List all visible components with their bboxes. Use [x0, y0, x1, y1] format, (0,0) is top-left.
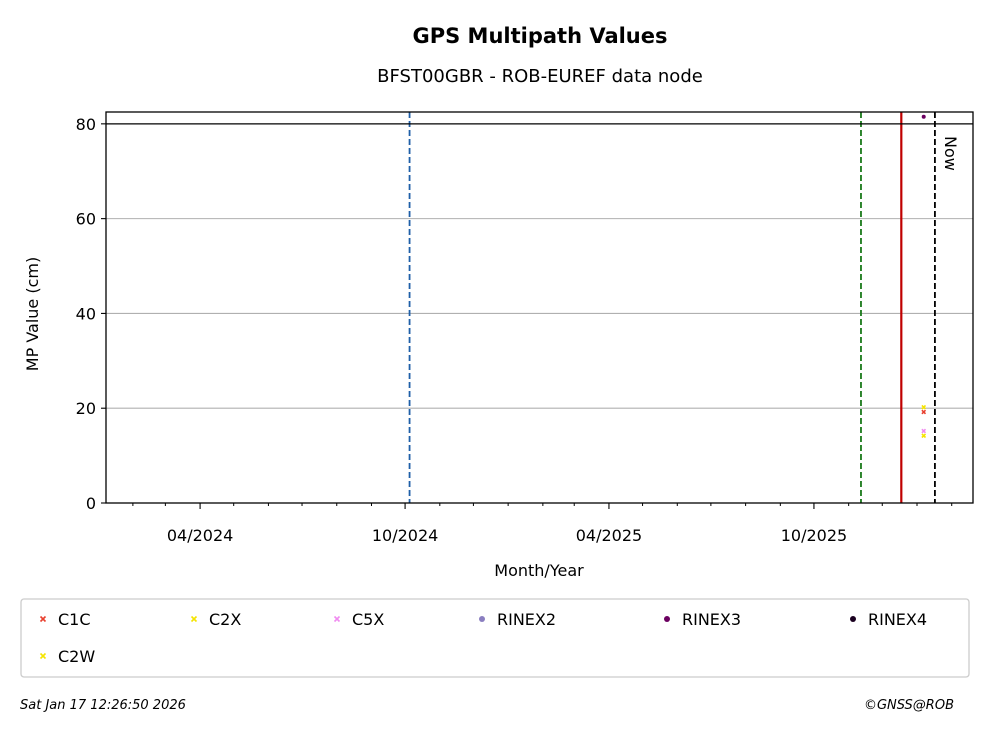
data-point-c1c-stroke	[921, 409, 927, 415]
legend-marker	[333, 615, 341, 623]
x-tick-label: 04/2024	[167, 526, 233, 545]
y-axis-ticks: 0 20 40 60 80	[76, 115, 106, 513]
legend-marker-stroke	[333, 615, 341, 623]
y-tick-label: 40	[76, 304, 96, 323]
legend-marker	[190, 615, 198, 623]
x-tick-label: 04/2025	[576, 526, 642, 545]
legend-item-rinex3: RINEX3	[664, 610, 741, 629]
legend: C1C C2X C5X RINEX2 RINEX3 RINEX4 C2W	[39, 610, 927, 666]
legend-item-c1c: C1C	[39, 610, 91, 629]
y-tick-label: 20	[76, 399, 96, 418]
legend-marker-stroke	[39, 652, 47, 660]
grid-lines	[106, 218, 973, 504]
y-axis-label: MP Value (cm)	[23, 257, 42, 371]
legend-marker	[39, 652, 47, 660]
legend-label: RINEX4	[868, 610, 927, 629]
legend-label: C2X	[209, 610, 241, 629]
legend-marker-stroke	[39, 615, 47, 623]
x-axis-ticks: 04/2024 10/2024 04/2025 10/2025	[167, 503, 847, 545]
x-tick-label: 10/2024	[372, 526, 438, 545]
x-tick-label: 10/2025	[781, 526, 847, 545]
legend-marker	[479, 616, 485, 622]
data-point-c2w	[921, 433, 927, 439]
chart-subtitle: BFST00GBR - ROB-EUREF data node	[377, 66, 703, 87]
data-point-rinex3	[921, 114, 926, 119]
data-point-c2x	[921, 404, 927, 410]
legend-label: C1C	[58, 610, 91, 629]
now-label: Now	[941, 136, 960, 171]
data-point-c1c	[921, 409, 927, 415]
y-tick-label: 60	[76, 210, 96, 229]
footer-credit: ©GNSS@ROB	[864, 698, 954, 713]
legend-item-c2x: C2X	[190, 610, 241, 629]
legend-label: C5X	[352, 610, 384, 629]
data-point-c2w-stroke	[921, 433, 927, 439]
legend-box	[20, 598, 970, 678]
x-axis-label: Month/Year	[494, 561, 584, 580]
legend-item-rinex4: RINEX4	[850, 610, 927, 629]
data-points	[921, 114, 927, 439]
legend-marker	[39, 615, 47, 623]
data-point-c2x-stroke	[921, 404, 927, 410]
legend-item-rinex2: RINEX2	[479, 610, 556, 629]
footer-timestamp: Sat Jan 17 12:26:50 2026	[20, 698, 186, 713]
legend-label: RINEX3	[682, 610, 741, 629]
legend-marker-stroke	[190, 615, 198, 623]
legend-marker	[664, 616, 670, 622]
event-lines: Now	[408, 112, 960, 503]
y-tick-label: 80	[76, 115, 96, 134]
chart-title: GPS Multipath Values	[412, 24, 667, 48]
legend-marker	[850, 616, 856, 622]
legend-item-c2w: C2W	[39, 647, 95, 666]
data-point-c5x-stroke	[921, 428, 927, 434]
data-point-c5x	[921, 428, 927, 434]
legend-item-c5x: C5X	[333, 610, 384, 629]
legend-label: C2W	[58, 647, 95, 666]
plot-frame	[105, 111, 974, 504]
y-tick-label: 0	[86, 494, 96, 513]
legend-label: RINEX2	[497, 610, 556, 629]
